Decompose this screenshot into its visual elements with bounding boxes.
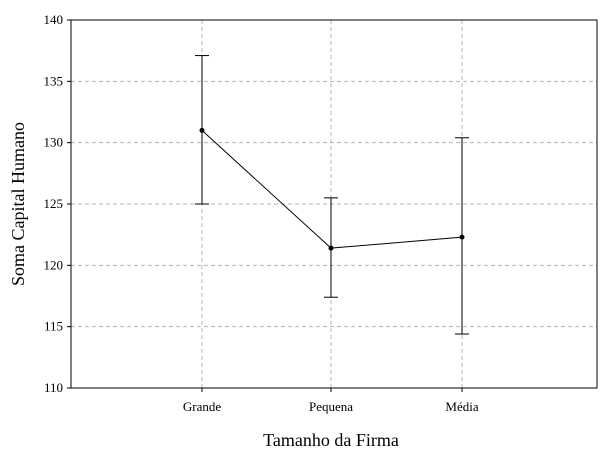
x-tick-label: Pequena xyxy=(309,399,353,414)
y-tick-label: 120 xyxy=(44,257,64,272)
y-tick-label: 115 xyxy=(44,319,63,334)
x-axis-ticks: Grande Pequena Média xyxy=(183,388,479,414)
y-tick-label: 140 xyxy=(44,12,64,27)
data-point xyxy=(199,127,205,133)
series xyxy=(195,55,469,335)
y-tick-label: 135 xyxy=(44,73,64,88)
x-axis-title: Tamanho da Firma xyxy=(263,430,399,450)
y-tick-label: 110 xyxy=(44,380,63,395)
x-tick-label: Média xyxy=(445,399,478,414)
gridlines xyxy=(71,20,597,388)
data-point xyxy=(328,245,334,251)
y-axis-title: Soma Capital Humano xyxy=(8,122,28,286)
y-tick-label: 130 xyxy=(44,135,64,150)
x-tick-label: Grande xyxy=(183,399,221,414)
y-axis-ticks: 110 115 120 125 130 135 140 xyxy=(44,12,71,395)
data-point xyxy=(459,234,465,240)
series-line xyxy=(201,130,463,249)
y-tick-label: 125 xyxy=(44,196,64,211)
